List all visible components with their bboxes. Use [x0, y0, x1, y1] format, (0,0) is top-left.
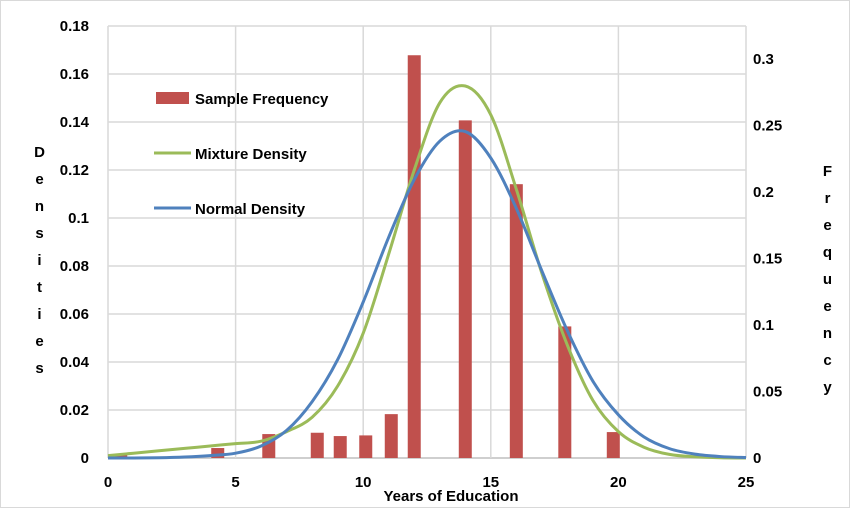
x-tick-label: 10: [355, 474, 372, 491]
legend-label: Normal Density: [195, 201, 306, 218]
y-left-tick-label: 0.12: [60, 162, 89, 179]
x-tick-label: 15: [482, 474, 499, 491]
y-right-tick-label: 0.25: [753, 118, 782, 135]
y-right-tick-label: 0.1: [753, 317, 774, 334]
tick-labels: 0 0.02 0.04 0.06 0.08 0.1 0.12 0.14 0.16 0.18 0 5 10…: [60, 18, 782, 491]
x-tick-label: 5: [231, 474, 239, 491]
bar: [407, 55, 421, 459]
y-left-tick-label: 0.08: [60, 258, 89, 275]
bar: [458, 120, 472, 459]
gridlines: [107, 25, 747, 459]
y-right-axis-label: Frequency: [819, 163, 836, 406]
y-right-tick-label: 0.2: [753, 184, 774, 201]
bar: [606, 432, 620, 458]
y-right-tick-label: 0: [753, 450, 761, 467]
legend: Sample Frequency Mixture Density Normal De…: [154, 91, 329, 218]
y-left-tick-label: 0.04: [60, 354, 90, 371]
y-left-tick-label: 0.14: [60, 114, 90, 131]
line-normal-density: [107, 129, 747, 460]
bar: [359, 435, 373, 458]
bar: [211, 448, 225, 458]
bar: [333, 436, 347, 458]
bar: [384, 414, 398, 458]
lines: [107, 84, 747, 460]
x-tick-label: 25: [738, 474, 755, 491]
x-tick-label: 0: [104, 474, 112, 491]
y-left-tick-label: 0.06: [60, 306, 89, 323]
line-mixture-density: [107, 84, 747, 460]
bars: [114, 55, 620, 459]
legend-label: Sample Frequency: [195, 91, 329, 108]
y-left-tick-label: 0.18: [60, 18, 89, 35]
x-axis-label: Years of Education: [383, 488, 518, 505]
y-right-tick-label: 0.15: [753, 251, 782, 268]
y-right-tick-label: 0.05: [753, 384, 782, 401]
legend-label: Mixture Density: [195, 146, 307, 163]
y-right-tick-label: 0.3: [753, 51, 774, 68]
bar: [509, 184, 523, 458]
bar: [114, 454, 128, 458]
y-left-tick-label: 0.1: [68, 210, 89, 227]
y-left-axis-label: Densities: [31, 144, 48, 387]
y-left-tick-label: 0.16: [60, 66, 89, 83]
x-tick-label: 20: [610, 474, 627, 491]
legend-swatch: [156, 92, 189, 104]
y-left-tick-label: 0: [81, 450, 89, 467]
bar: [310, 432, 324, 458]
bar: [558, 326, 572, 458]
y-left-tick-label: 0.02: [60, 402, 89, 419]
